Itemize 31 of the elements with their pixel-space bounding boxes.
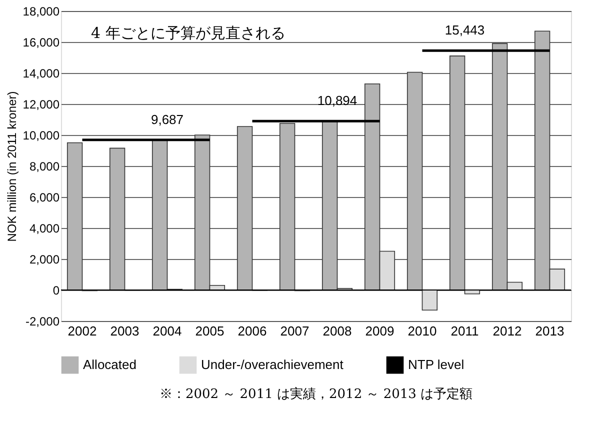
x-tick-label: 2004 bbox=[152, 324, 182, 338]
y-tick-label: 6,000 bbox=[29, 190, 60, 204]
legend-label: Allocated bbox=[83, 357, 136, 372]
text: ※：2002 ～ 2011 は実績，2012 ～ 2013 は予定額 bbox=[159, 386, 473, 402]
x-tick-label: 2012 bbox=[492, 324, 522, 338]
x-tick-label: 2005 bbox=[195, 324, 224, 338]
x-tick-label: 2002 bbox=[68, 324, 97, 338]
y-tick-label: -2,000 bbox=[25, 314, 60, 328]
x-tick-label: 2011 bbox=[450, 324, 479, 338]
legend-label: NTP level bbox=[408, 357, 464, 372]
x-tick-label: 2008 bbox=[322, 324, 352, 338]
y-tick-label: 8,000 bbox=[29, 160, 60, 174]
y-tick-label: 18,000 bbox=[22, 4, 60, 18]
y-tick-label: 0 bbox=[52, 284, 60, 298]
y-axis-title: NOK million (in 2011 kroner) bbox=[4, 91, 19, 242]
y-tick-label: 4,000 bbox=[29, 222, 60, 236]
y-tick-label: 2,000 bbox=[29, 252, 60, 266]
x-tick-label: 2013 bbox=[535, 324, 564, 338]
annotation: 15,443 bbox=[444, 22, 485, 38]
x-tick-label: 2006 bbox=[238, 324, 267, 338]
x-tick-label: 2009 bbox=[365, 324, 394, 338]
legend-label: Under-/overachievement bbox=[201, 357, 344, 372]
y-tick-label: 16,000 bbox=[22, 36, 60, 50]
annotation: 9,687 bbox=[150, 112, 184, 127]
y-tick-label: 12,000 bbox=[22, 98, 60, 112]
x-tick-label: 2007 bbox=[280, 324, 310, 338]
y-tick-label: 14,000 bbox=[22, 66, 60, 80]
x-tick-label: 2003 bbox=[110, 324, 140, 338]
y-tick-label: 10,000 bbox=[22, 128, 60, 142]
annotation: 4 年ごとに予算が見直される bbox=[91, 24, 286, 42]
x-tick-label: 2010 bbox=[408, 324, 437, 338]
